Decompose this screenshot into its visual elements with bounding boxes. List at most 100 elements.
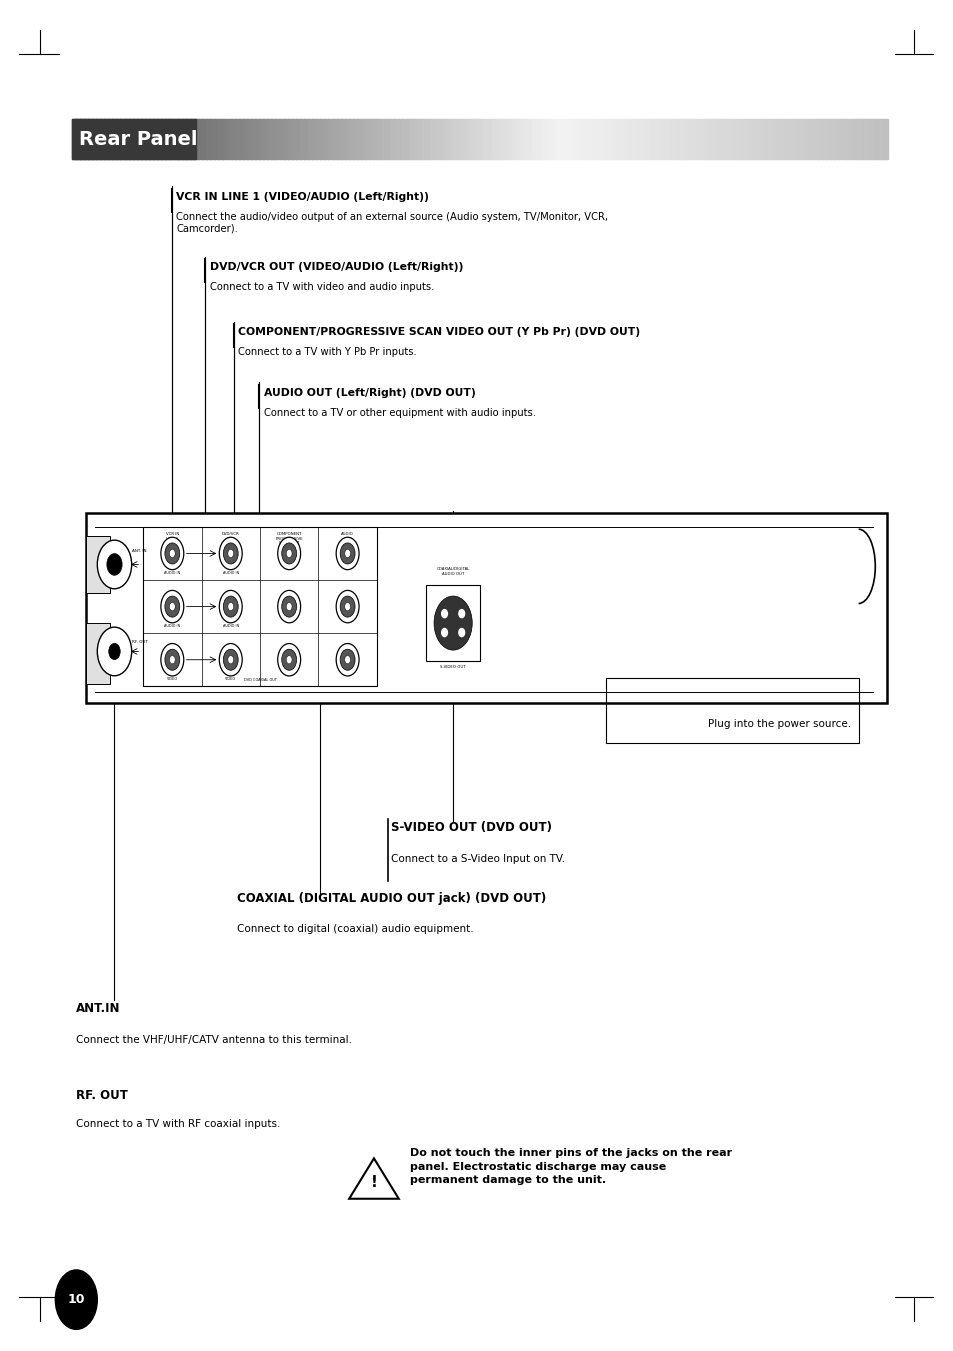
Bar <box>614 119 618 159</box>
Bar <box>641 119 647 159</box>
Text: Rear Panel: Rear Panel <box>79 130 197 149</box>
Bar <box>271 119 276 159</box>
Bar <box>234 119 239 159</box>
Text: AUDIO IN: AUDIO IN <box>222 571 238 576</box>
Bar <box>340 119 345 159</box>
Circle shape <box>281 543 296 563</box>
Bar <box>695 119 700 159</box>
Circle shape <box>219 538 242 570</box>
Circle shape <box>340 596 355 617</box>
Text: Connect to a S-Video Input on TV.: Connect to a S-Video Input on TV. <box>391 854 564 863</box>
Bar <box>756 119 760 159</box>
Bar <box>414 119 418 159</box>
Circle shape <box>219 590 242 623</box>
Bar <box>821 119 826 159</box>
Circle shape <box>228 550 233 558</box>
Bar <box>777 119 781 159</box>
Bar <box>438 119 443 159</box>
Bar <box>84 119 89 159</box>
Bar <box>499 119 504 159</box>
Text: AC Power Cord: AC Power Cord <box>752 689 850 703</box>
Bar <box>320 119 325 159</box>
Bar <box>91 119 97 159</box>
Bar <box>524 119 529 159</box>
Bar <box>760 119 765 159</box>
Circle shape <box>170 603 175 611</box>
Bar <box>381 119 386 159</box>
Bar <box>654 119 659 159</box>
Bar <box>263 119 268 159</box>
Bar <box>845 119 851 159</box>
Bar <box>108 119 113 159</box>
Bar <box>193 119 199 159</box>
Bar <box>601 119 606 159</box>
Circle shape <box>340 650 355 670</box>
Circle shape <box>219 643 242 676</box>
Bar <box>100 119 105 159</box>
Bar <box>247 119 252 159</box>
Bar <box>455 119 459 159</box>
Bar <box>854 119 859 159</box>
Circle shape <box>340 543 355 563</box>
Bar <box>478 119 484 159</box>
Bar <box>333 119 337 159</box>
Circle shape <box>161 643 184 676</box>
Bar <box>720 119 724 159</box>
Bar <box>866 119 871 159</box>
Circle shape <box>55 1270 97 1329</box>
Bar <box>112 119 117 159</box>
Bar <box>145 119 150 159</box>
Text: Connect to a TV with RF coaxial inputs.: Connect to a TV with RF coaxial inputs. <box>76 1119 280 1128</box>
Bar <box>401 119 407 159</box>
Bar <box>462 119 468 159</box>
Bar <box>202 119 207 159</box>
Bar <box>577 119 581 159</box>
Bar <box>442 119 447 159</box>
Bar <box>552 119 558 159</box>
Bar <box>618 119 622 159</box>
Bar <box>149 119 154 159</box>
Bar <box>548 119 553 159</box>
Bar <box>496 119 500 159</box>
Bar <box>292 119 296 159</box>
Bar <box>687 119 692 159</box>
Bar <box>621 119 626 159</box>
Bar <box>797 119 801 159</box>
Circle shape <box>161 590 184 623</box>
Bar <box>858 119 862 159</box>
Text: 10: 10 <box>68 1293 85 1306</box>
Circle shape <box>109 643 120 659</box>
Bar <box>136 119 142 159</box>
Bar <box>804 119 810 159</box>
Text: Do not touch the inner pins of the jacks on the rear
panel. Electrostatic discha: Do not touch the inner pins of the jacks… <box>410 1148 732 1185</box>
Bar <box>825 119 830 159</box>
Bar <box>609 119 615 159</box>
Bar <box>512 119 517 159</box>
Bar <box>703 119 708 159</box>
Bar <box>748 119 753 159</box>
Circle shape <box>286 550 292 558</box>
Text: Connect the VHF/UHF/CATV antenna to this terminal.: Connect the VHF/UHF/CATV antenna to this… <box>76 1035 352 1044</box>
Bar <box>605 678 858 743</box>
Bar <box>120 119 126 159</box>
Text: Connect to a TV with Y Pb Pr inputs.: Connect to a TV with Y Pb Pr inputs. <box>238 347 416 357</box>
Bar <box>389 119 395 159</box>
Text: AUDIO IN: AUDIO IN <box>164 624 180 628</box>
Bar <box>373 119 378 159</box>
Circle shape <box>165 596 179 617</box>
Bar <box>377 119 382 159</box>
Bar <box>446 119 452 159</box>
Circle shape <box>335 643 358 676</box>
Bar <box>666 119 671 159</box>
Circle shape <box>228 603 233 611</box>
Bar <box>519 119 525 159</box>
Bar <box>764 119 769 159</box>
Bar <box>817 119 822 159</box>
Bar <box>483 119 488 159</box>
Circle shape <box>223 543 238 563</box>
Bar <box>870 119 875 159</box>
Bar <box>736 119 740 159</box>
Bar <box>226 119 232 159</box>
Bar <box>471 119 476 159</box>
Text: Connect to a TV with video and audio inputs.: Connect to a TV with video and audio inp… <box>210 282 434 292</box>
